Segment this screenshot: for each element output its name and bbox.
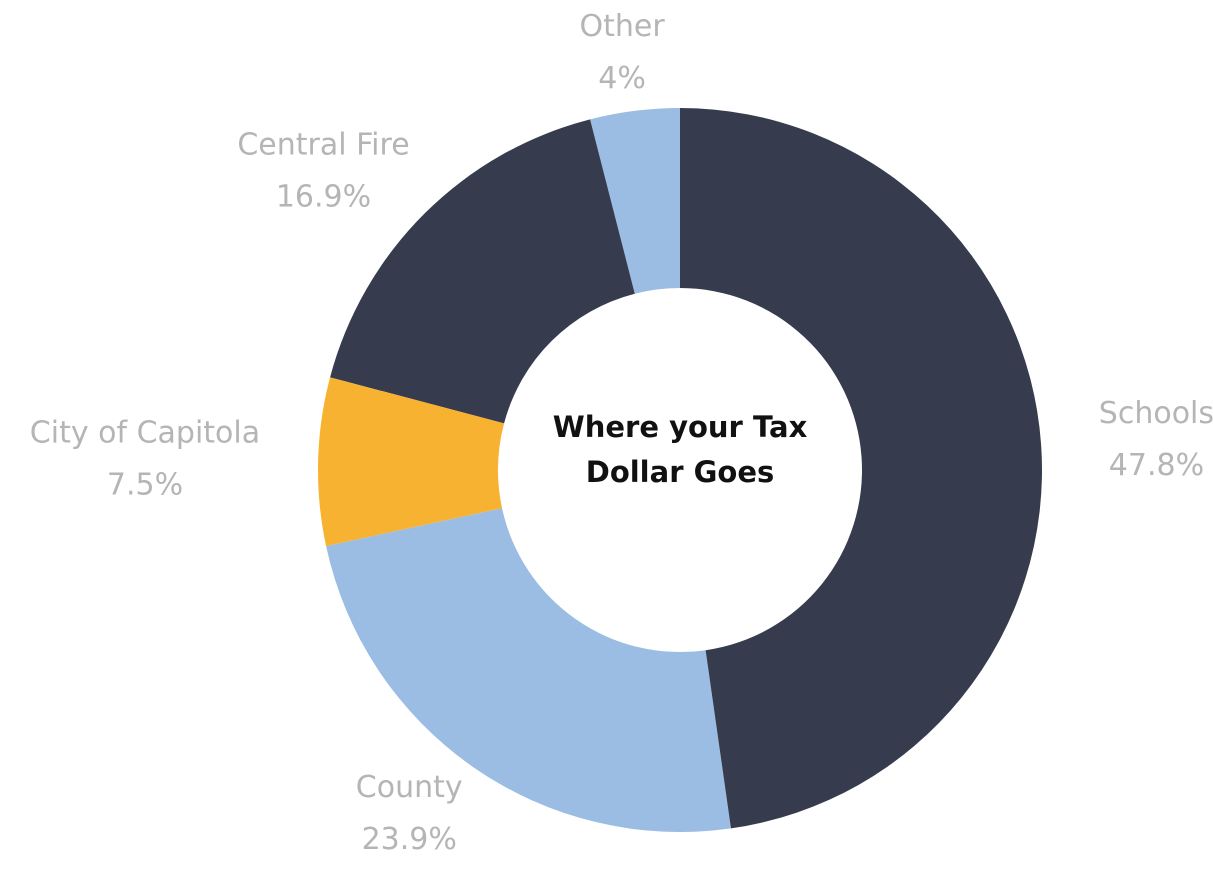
slice-value: 7.5% <box>107 468 183 503</box>
slice <box>317 377 505 547</box>
slice-label: County <box>356 770 463 805</box>
slice <box>326 508 731 832</box>
slice-value: 16.9% <box>276 179 371 214</box>
slice-label: Schools <box>1099 396 1213 431</box>
slice-value: 4% <box>598 61 646 96</box>
slice-label: Other <box>579 9 665 44</box>
slice-value: 23.9% <box>362 822 457 857</box>
slice <box>680 108 1043 829</box>
slice <box>330 119 635 424</box>
slice-value: 47.8% <box>1109 448 1204 483</box>
center-title-box: Where your Tax Dollar Goes <box>552 410 808 489</box>
labels: Schools 47.8% County 23.9% City of Capitola 7… <box>30 9 1213 857</box>
chart-title: Where your Tax Dollar Goes <box>552 410 808 489</box>
slice <box>590 108 680 294</box>
slice-label: City of Capitola <box>30 416 260 451</box>
slice-label: Central Fire <box>237 127 409 162</box>
